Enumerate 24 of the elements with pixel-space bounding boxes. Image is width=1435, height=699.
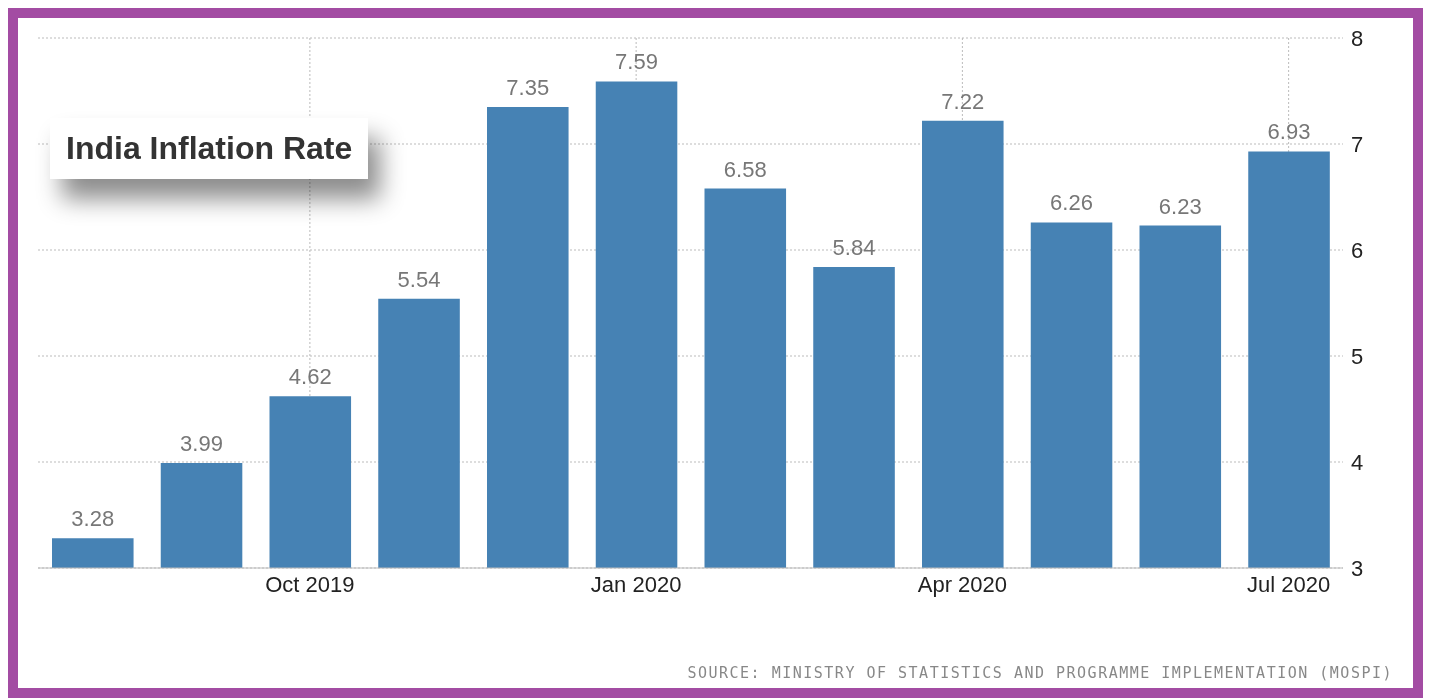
data-label: 7.35 bbox=[506, 74, 550, 100]
data-label: 6.93 bbox=[1267, 119, 1311, 145]
data-label: 6.23 bbox=[1158, 193, 1202, 219]
x-tick-label: Jan 2020 bbox=[590, 571, 682, 597]
data-label: 3.99 bbox=[180, 431, 223, 457]
data-label: 4.62 bbox=[288, 364, 332, 390]
data-label: 6.26 bbox=[1050, 190, 1093, 216]
data-label: 7.22 bbox=[941, 88, 985, 114]
data-label: 5.84 bbox=[832, 234, 876, 260]
source-note: SOURCE: MINISTRY OF STATISTICS AND PROGRAMME IMPLEMENTATION (MOSPI) bbox=[687, 664, 1393, 682]
text: India Inflation Rate bbox=[50, 118, 369, 179]
data-label: 3.28 bbox=[71, 506, 115, 532]
data-label: 7.59 bbox=[615, 49, 658, 75]
y-tick-label: 6 bbox=[1351, 237, 1364, 263]
y-tick-label: 8 bbox=[1351, 25, 1364, 51]
y-tick-label: 3 bbox=[1351, 555, 1364, 581]
y-tick-label: 7 bbox=[1351, 131, 1364, 157]
x-tick-label: Apr 2020 bbox=[917, 571, 1008, 597]
y-tick-label: 5 bbox=[1351, 343, 1364, 369]
x-tick-label: Oct 2019 bbox=[265, 571, 355, 597]
data-label: 5.54 bbox=[397, 266, 441, 292]
data-label: 6.58 bbox=[723, 156, 767, 182]
y-tick-label: 4 bbox=[1351, 449, 1364, 475]
x-tick-label: Jul 2020 bbox=[1247, 571, 1331, 597]
